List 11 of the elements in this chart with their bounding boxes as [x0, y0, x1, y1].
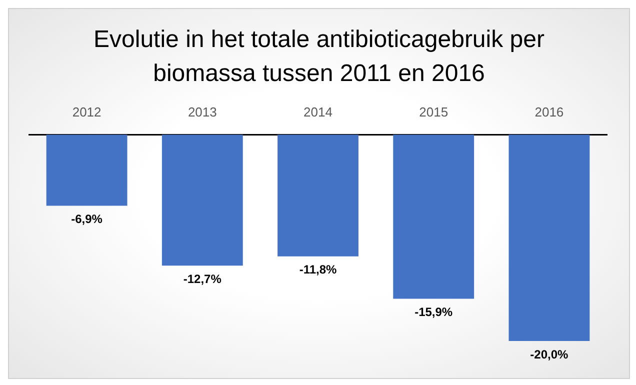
x-tick-label: 2015	[419, 104, 448, 120]
data-label: -12,7%	[183, 272, 222, 286]
data-label: -11,8%	[299, 262, 338, 277]
x-tick-label: 2016	[534, 104, 564, 120]
chart-title: Evolutie in het totale antibioticagebruik per biomassa tussen 2011 en 2016	[92, 25, 546, 89]
x-tick-label: 2012	[72, 104, 102, 120]
data-label: -6,9%	[71, 212, 103, 226]
data-label: -15,9%	[414, 305, 453, 319]
data-label: -20,0%	[530, 347, 569, 362]
x-tick-label: 2014	[304, 104, 332, 120]
x-tick-label: 2013	[188, 104, 217, 120]
